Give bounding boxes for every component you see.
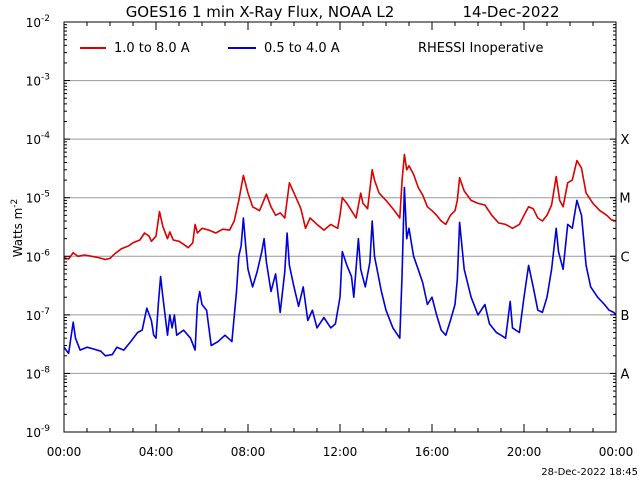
- y-tick-label: 10-7: [26, 307, 50, 323]
- flare-class-b: B: [621, 309, 630, 324]
- chart-date: 14-Dec-2022: [462, 3, 559, 21]
- y-tick-base: 10: [26, 75, 41, 89]
- x-tick-label: 00:00: [47, 445, 82, 459]
- series-line-long-wavelength: [63, 153, 617, 261]
- y-tick-exponent: -6: [41, 248, 50, 258]
- x-tick-label: 16:00: [415, 445, 450, 459]
- plot-frame: [63, 21, 617, 433]
- x-tick-label: 20:00: [507, 445, 542, 459]
- flare-class-a: A: [621, 367, 630, 382]
- y-axis-label: Watts m-2: [10, 199, 25, 258]
- y-tick-exponent: -3: [41, 73, 50, 83]
- y-tick-base: 10: [26, 192, 41, 206]
- y-tick-label: 10-8: [26, 365, 51, 381]
- y-axis-label-exponent: -2: [10, 199, 20, 208]
- rhessi-note: RHESSI Inoperative: [418, 41, 543, 56]
- x-tick-label: 04:00: [139, 445, 174, 459]
- series-line-short-wavelength: [63, 186, 617, 357]
- y-tick-base: 10: [26, 367, 41, 381]
- legend: 1.0 to 8.0 A 0.5 to 4.0 A RHESSI Inopera…: [80, 41, 543, 56]
- y-tick-label: 10-3: [26, 73, 50, 89]
- flare-class-x: X: [621, 133, 630, 148]
- y-tick-exponent: -2: [41, 14, 50, 24]
- y-tick-exponent: -7: [41, 307, 50, 317]
- y-tick-base: 10: [26, 250, 41, 264]
- y-tick-exponent: -9: [41, 424, 50, 434]
- y-tick-label: 10-6: [26, 248, 51, 264]
- x-tick-label: 08:00: [231, 445, 266, 459]
- series-layer: [63, 153, 617, 357]
- footer-timestamp: 28-Dec-2022 18:45: [541, 467, 638, 478]
- y-tick-exponent: -5: [41, 190, 50, 200]
- y-tick-base: 10: [26, 133, 41, 147]
- x-tick-label: 00:00: [599, 445, 634, 459]
- flare-class-labels: X M C B A: [619, 133, 630, 382]
- legend-label-short: 0.5 to 4.0 A: [264, 41, 340, 56]
- y-axis-label-main: Watts m: [11, 208, 25, 258]
- y-tick-base: 10: [26, 309, 41, 323]
- y-tick-exponent: -8: [41, 365, 50, 375]
- flare-class-c: C: [620, 250, 629, 265]
- y-tick-base: 10: [26, 426, 41, 440]
- y-tick-label: 10-9: [26, 424, 51, 440]
- y-tick-label: 10-5: [26, 190, 50, 206]
- y-tick-label: 10-2: [26, 14, 50, 30]
- y-tick-exponent: -4: [41, 131, 50, 141]
- flare-class-m: M: [619, 192, 630, 207]
- chart-title: GOES16 1 min X-Ray Flux, NOAA L2: [126, 3, 395, 21]
- legend-label-long: 1.0 to 8.0 A: [114, 41, 190, 56]
- x-tick-label: 12:00: [323, 445, 358, 459]
- y-tick-label: 10-4: [26, 131, 51, 147]
- x-axis-ticks: 00:00 04:00 08:00 12:00 16:00 20:00 00:00: [47, 22, 634, 459]
- plot-grid: [64, 80, 616, 374]
- y-axis-ticks: 10-210-310-410-510-610-710-810-9: [26, 14, 616, 440]
- y-tick-base: 10: [26, 16, 41, 30]
